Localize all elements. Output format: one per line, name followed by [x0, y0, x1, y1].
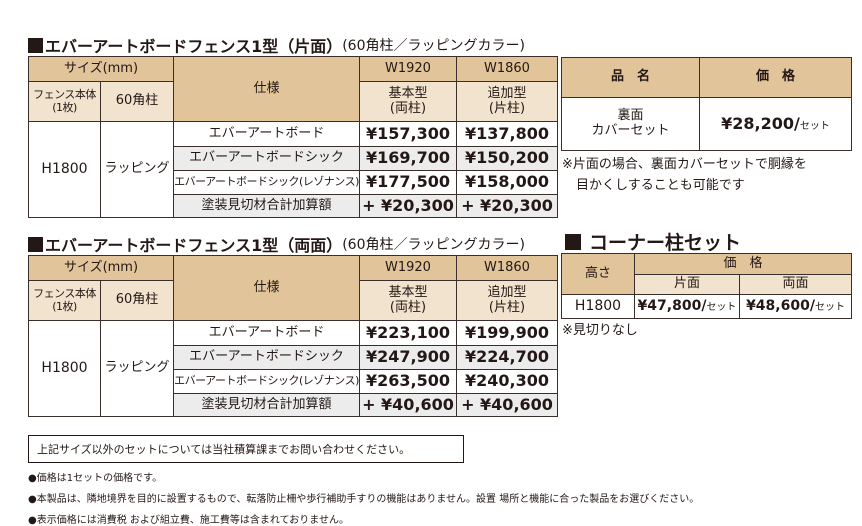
w1860-header: W1860	[456, 56, 558, 82]
corner-title: コーナー柱セット	[565, 228, 741, 255]
name-header: 品 名	[561, 57, 700, 98]
price-cell: ¥169,700	[359, 146, 457, 171]
post-header: 60角柱	[100, 280, 174, 321]
cover-name: 裏面 カバーセット	[561, 97, 700, 151]
w1920-header: W1920	[359, 56, 457, 82]
square-bullet-icon	[28, 37, 43, 53]
footnote: ●表示価格には消費税 および組立費、施工費等は含まれておりません。	[28, 515, 350, 526]
cover-price: ¥28,200/セット	[699, 97, 852, 151]
price-cell: ¥247,900	[359, 345, 457, 370]
corner-note: ※見切りなし	[562, 323, 638, 338]
cover-set-table: 品 名価 格 裏面 カバーセット ¥28,200/セット	[561, 57, 852, 151]
spec-cell: エバーアートボードシック(レゾナンス)	[173, 369, 360, 394]
price-cell: ¥150,200	[456, 146, 558, 171]
price-cell: ¥263,500	[359, 369, 457, 394]
ryomen-title: エバーアートボードフェンス1型（両面） (60角柱／ラッピングカラー)	[28, 232, 525, 256]
cover-note: ※片面の場合、裏面カバーセットで胴縁を 目かくしすることも可能です	[562, 157, 807, 193]
spec-cell: 塗装見切材合計加算額	[173, 194, 360, 218]
spec-cell: エバーアートボード	[173, 121, 360, 147]
price-cell: ¥223,100	[359, 320, 457, 346]
height-cell: H1800	[28, 320, 101, 417]
price-cell: ¥224,700	[456, 345, 558, 370]
w1860-header: W1860	[456, 255, 558, 281]
post-header: 60角柱	[100, 81, 174, 122]
single-price: ¥47,800/セット	[634, 294, 740, 319]
size-header: サイズ(mm)	[28, 56, 174, 82]
price-cell: + ¥40,600	[456, 393, 558, 417]
spec-cell: 塗装見切材合計加算額	[173, 393, 360, 417]
w1920-header: W1920	[359, 255, 457, 281]
katamen-title: エバーアートボードフェンス1型（片面） (60角柱／ラッピングカラー)	[28, 33, 525, 57]
price-cell: ¥158,000	[456, 170, 558, 195]
spec-cell: エバーアートボードシック	[173, 146, 360, 171]
price-cell: + ¥40,600	[359, 393, 457, 417]
spec-header: 仕様	[173, 255, 360, 321]
double-price: ¥48,600/セット	[738, 294, 853, 319]
price-cell: + ¥20,300	[359, 194, 457, 218]
height-cell: H1800	[28, 121, 101, 218]
inquiry-box: 上記サイズ以外のセットについては当社積算課までお問い合わせください。	[28, 435, 464, 463]
w1860-type: 追加型 (片柱)	[456, 280, 558, 321]
fence-header: フェンス本体 (1枚)	[28, 81, 101, 122]
size-header: サイズ(mm)	[28, 255, 174, 281]
w1920-type: 基本型 (両柱)	[359, 81, 457, 122]
price-cell: ¥177,500	[359, 170, 457, 195]
price-cell: + ¥20,300	[456, 194, 558, 218]
price-cell: ¥137,800	[456, 121, 558, 147]
square-bullet-icon	[565, 233, 581, 250]
price-cell: ¥240,300	[456, 369, 558, 394]
single-header: 片面	[634, 274, 740, 295]
price-cell: ¥199,900	[456, 320, 558, 346]
spec-header: 仕様	[173, 56, 360, 122]
w1920-type: 基本型 (両柱)	[359, 280, 457, 321]
ryomen-price-table: サイズ(mm) 仕様 W1920 W1860 フェンス本体 (1枚) 60角柱 基本型 (両柱…	[28, 255, 558, 417]
katamen-price-table: サイズ(mm) 仕様 W1920 W1860 フェンス本体 (1枚) 60角柱 基本型 (両柱…	[28, 56, 558, 218]
spec-cell: エバーアートボード	[173, 320, 360, 346]
finish-cell: ラッピング	[100, 320, 174, 417]
spec-cell: エバーアートボードシック(レゾナンス)	[173, 170, 360, 195]
height-cell: H1800	[561, 294, 635, 319]
spec-cell: エバーアートボードシック	[173, 345, 360, 370]
price-header: 価 格	[633, 253, 853, 275]
footnote: ●価格は1セットの価格です。	[28, 473, 163, 484]
price-cell: ¥157,300	[359, 121, 457, 147]
height-header: 高さ	[561, 253, 635, 295]
square-bullet-icon	[28, 236, 43, 252]
corner-table: 高さ価 格 片面 両面 H1800 ¥47,800/セット ¥48,600/セット	[561, 253, 853, 319]
fence-header: フェンス本体 (1枚)	[28, 280, 101, 321]
w1860-type: 追加型 (片柱)	[456, 81, 558, 122]
price-header: 価 格	[699, 57, 852, 98]
finish-cell: ラッピング	[100, 121, 174, 218]
footnote: ●本製品は、隣地境界を目的に設置するもので、転落防止柵や歩行補助手すりの機能はあ…	[28, 494, 700, 505]
double-header: 両面	[738, 274, 853, 295]
